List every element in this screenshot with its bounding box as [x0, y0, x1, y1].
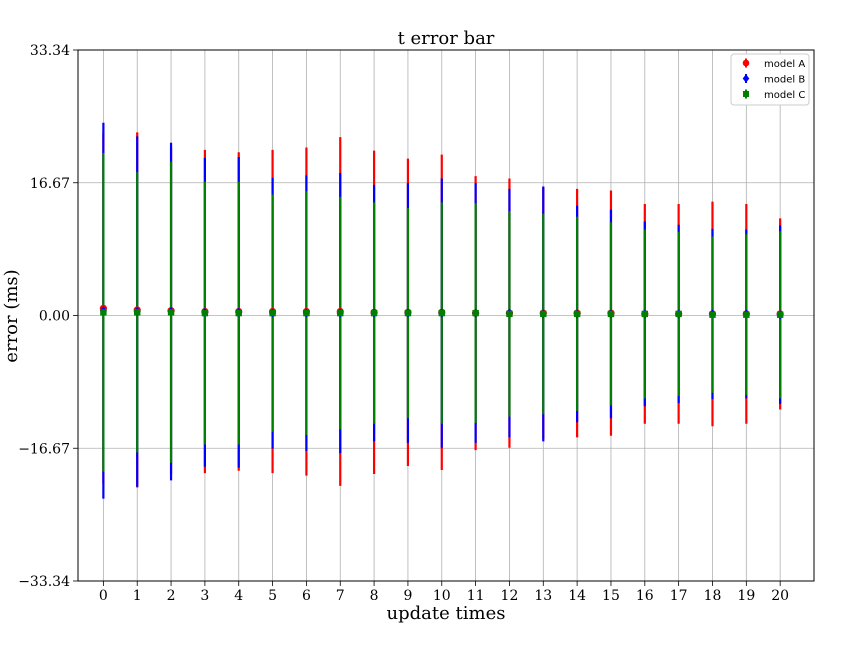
x-tick-label: 20 [771, 588, 789, 604]
marker-model-c [540, 310, 547, 318]
x-axis-label: update times [387, 603, 506, 624]
marker-model-c [269, 309, 276, 317]
marker-model-c [337, 309, 344, 317]
x-tick-label: 11 [467, 588, 485, 604]
marker-model-c [607, 310, 615, 318]
x-tick-label: 1 [133, 588, 142, 604]
x-tick-label: 12 [501, 588, 519, 604]
marker-model-c [776, 311, 784, 318]
x-tick-label: 13 [534, 588, 552, 604]
x-tick-label: 19 [737, 588, 755, 604]
marker-model-c [438, 309, 445, 317]
legend-model-b-marker [742, 74, 750, 83]
y-tick-label: 0.00 [39, 309, 70, 325]
legend: model A model B model C [730, 53, 810, 106]
y-tick-label: 33.34 [30, 43, 70, 59]
y-axis-label: error (ms) [1, 269, 22, 362]
marker-model-c [675, 310, 682, 318]
y-tick-label: −33.34 [18, 574, 70, 590]
marker-model-c [641, 310, 649, 318]
marker-model-c [573, 310, 581, 318]
x-tick-label: 6 [302, 588, 311, 604]
x-tick-label: 15 [602, 588, 620, 604]
legend-box [730, 53, 810, 106]
marker-model-c [303, 309, 310, 317]
x-tick-label: 3 [200, 588, 209, 604]
x-tick-label: 2 [167, 588, 176, 604]
x-tick-label: 8 [370, 588, 379, 604]
legend-model-a-marker [742, 59, 750, 67]
marker-model-c [201, 309, 209, 317]
x-tick-label: 18 [704, 588, 722, 604]
y-axis-ticks: −33.34 −16.67 0.00 16.67 33.34 [18, 43, 78, 590]
legend-model-c-marker [743, 91, 749, 97]
x-tick-label: 9 [403, 588, 412, 604]
marker-model-c [167, 309, 175, 316]
x-tick-label: 14 [568, 588, 586, 604]
y-tick-label: 16.67 [30, 176, 70, 192]
marker-model-c [404, 309, 412, 317]
x-tick-label: 4 [234, 588, 243, 604]
y-tick-label: −16.67 [18, 441, 70, 457]
chart-title: t error bar [398, 28, 495, 49]
x-tick-label: 0 [99, 588, 108, 604]
x-axis-ticks: 0 1 2 3 4 5 6 7 8 9 10 11 12 13 14 15 16 17 18 19 20 [99, 581, 789, 604]
marker-model-c [235, 309, 242, 317]
x-tick-label: 5 [268, 588, 277, 604]
x-tick-label: 7 [336, 588, 345, 604]
x-tick-label: 17 [670, 588, 688, 604]
x-tick-label: 16 [636, 588, 654, 604]
marker-model-c [506, 310, 513, 318]
marker-model-c [134, 309, 141, 316]
legend-model-b-label: model B [764, 75, 805, 86]
marker-model-c [472, 309, 479, 317]
marker-model-c [743, 311, 750, 318]
marker-model-c [100, 309, 107, 316]
x-tick-label: 10 [433, 588, 451, 604]
marker-model-c [709, 311, 716, 318]
marker-model-c [370, 309, 378, 317]
data-markers [99, 304, 784, 320]
legend-model-a-label: model A [764, 59, 805, 70]
legend-model-c-label: model C [764, 90, 805, 101]
